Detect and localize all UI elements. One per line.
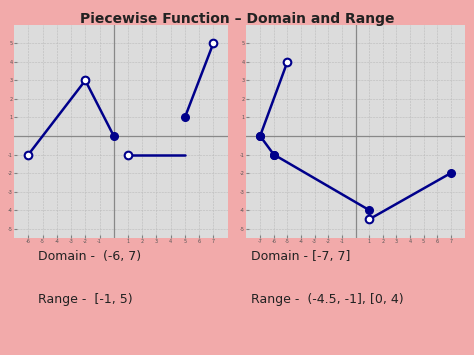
Text: Domain -  (-6, 7): Domain - (-6, 7) xyxy=(38,250,141,263)
Text: Range -  [-1, 5): Range - [-1, 5) xyxy=(38,293,133,306)
Text: Domain - [-7, 7]: Domain - [-7, 7] xyxy=(251,250,351,263)
Text: Piecewise Function – Domain and Range: Piecewise Function – Domain and Range xyxy=(80,12,394,26)
Text: Range -  (-4.5, -1], [0, 4): Range - (-4.5, -1], [0, 4) xyxy=(251,293,404,306)
